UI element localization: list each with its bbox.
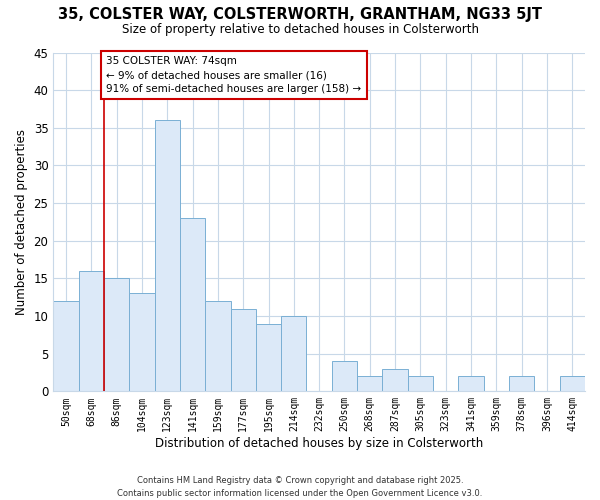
- Bar: [357, 376, 382, 392]
- Bar: [230, 308, 256, 392]
- X-axis label: Distribution of detached houses by size in Colsterworth: Distribution of detached houses by size …: [155, 437, 483, 450]
- Text: Contains HM Land Registry data © Crown copyright and database right 2025.
Contai: Contains HM Land Registry data © Crown c…: [118, 476, 482, 498]
- Text: 35 COLSTER WAY: 74sqm
← 9% of detached houses are smaller (16)
91% of semi-detac: 35 COLSTER WAY: 74sqm ← 9% of detached h…: [106, 56, 362, 94]
- Bar: [104, 278, 129, 392]
- Y-axis label: Number of detached properties: Number of detached properties: [15, 129, 28, 315]
- Bar: [205, 301, 230, 392]
- Bar: [180, 218, 205, 392]
- Bar: [256, 324, 281, 392]
- Bar: [382, 368, 408, 392]
- Bar: [458, 376, 484, 392]
- Text: Size of property relative to detached houses in Colsterworth: Size of property relative to detached ho…: [121, 22, 479, 36]
- Bar: [332, 361, 357, 392]
- Bar: [79, 271, 104, 392]
- Bar: [129, 294, 155, 392]
- Text: 35, COLSTER WAY, COLSTERWORTH, GRANTHAM, NG33 5JT: 35, COLSTER WAY, COLSTERWORTH, GRANTHAM,…: [58, 8, 542, 22]
- Bar: [53, 301, 79, 392]
- Bar: [408, 376, 433, 392]
- Bar: [155, 120, 180, 392]
- Bar: [281, 316, 307, 392]
- Bar: [560, 376, 585, 392]
- Bar: [509, 376, 535, 392]
